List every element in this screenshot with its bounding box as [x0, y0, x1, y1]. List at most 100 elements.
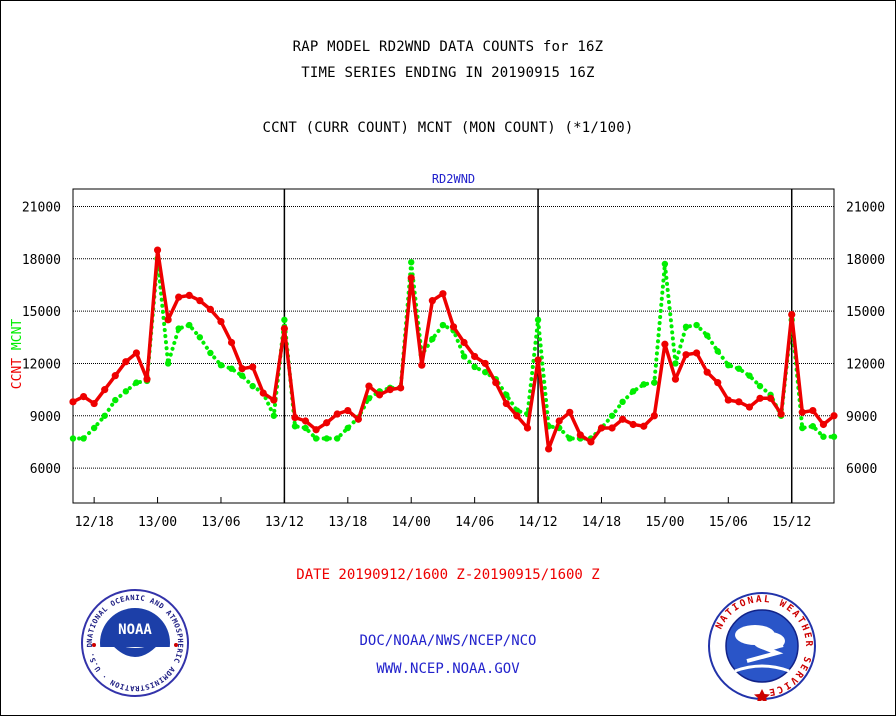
- y-tick-label-left: 6000: [30, 462, 61, 477]
- y-tick-label-right: 9000: [846, 410, 877, 425]
- data-point-ccnt: [375, 391, 384, 399]
- chart-title-line-1: RAP MODEL RD2WND DATA COUNTS for 16Z: [292, 39, 604, 55]
- data-point-mcnt: [714, 348, 721, 355]
- plot-frame: [72, 188, 835, 504]
- data-point-ccnt: [69, 398, 77, 406]
- data-point-mcnt: [344, 424, 352, 432]
- data-point-mcnt: [133, 379, 140, 386]
- x-tick-label: 14/06: [455, 515, 494, 530]
- data-point-ccnt: [724, 396, 732, 404]
- data-point-mcnt: [122, 388, 130, 395]
- data-point-ccnt: [227, 338, 236, 347]
- x-tick-label: 13/12: [265, 515, 304, 530]
- data-point-ccnt: [238, 365, 246, 373]
- data-point-mcnt: [408, 259, 415, 266]
- data-point-ccnt: [766, 394, 775, 402]
- data-point-ccnt: [259, 389, 267, 397]
- data-point-ccnt: [90, 399, 98, 408]
- data-point-ccnt: [492, 379, 500, 387]
- data-point-ccnt: [270, 396, 278, 404]
- data-point-mcnt: [69, 435, 77, 442]
- data-point-mcnt: [228, 365, 235, 372]
- data-point-mcnt: [207, 349, 214, 357]
- data-point-ccnt: [735, 398, 743, 406]
- data-point-mcnt: [682, 323, 690, 331]
- data-point-mcnt: [101, 412, 108, 419]
- y-tick-label-right: 18000: [846, 253, 885, 268]
- data-point-ccnt: [280, 324, 288, 333]
- data-point-mcnt: [640, 381, 647, 388]
- data-point-ccnt: [79, 392, 88, 401]
- data-point-ccnt: [587, 438, 595, 446]
- data-point-ccnt: [397, 384, 405, 392]
- y-tick-label-right: 12000: [846, 357, 885, 372]
- data-point-ccnt: [798, 408, 806, 416]
- data-point-mcnt: [439, 321, 447, 329]
- data-point-ccnt: [608, 424, 616, 432]
- data-point-mcnt: [756, 382, 764, 390]
- data-point-ccnt: [386, 386, 394, 394]
- data-point-mcnt: [238, 372, 246, 379]
- data-point-ccnt: [312, 426, 320, 434]
- data-point-mcnt: [460, 353, 468, 360]
- data-point-mcnt: [482, 368, 489, 376]
- x-tick-label: 14/00: [392, 515, 431, 530]
- y-axis-label: CCNT MCNT: [10, 319, 25, 390]
- data-point-mcnt: [703, 332, 711, 339]
- data-point-ccnt: [555, 417, 563, 425]
- data-point-mcnt: [629, 388, 637, 395]
- data-point-mcnt: [651, 379, 658, 386]
- data-point-mcnt: [90, 424, 98, 432]
- data-point-ccnt: [777, 410, 785, 418]
- data-point-ccnt: [513, 412, 521, 420]
- data-point-ccnt: [217, 317, 225, 326]
- y-tick-label-right: 6000: [846, 462, 877, 477]
- data-point-ccnt: [502, 399, 510, 408]
- data-point-ccnt: [661, 340, 669, 348]
- data-point-ccnt: [449, 323, 458, 331]
- noaa-wordmark: NOAA: [118, 622, 152, 638]
- data-point-ccnt: [323, 419, 331, 427]
- data-point-ccnt: [619, 415, 627, 423]
- credit-org-line: DOC/NOAA/NWS/NCEP/NCO: [359, 633, 537, 649]
- nws-logo: NATIONAL WEATHER SERVICE: [708, 592, 816, 701]
- data-point-ccnt: [714, 379, 722, 387]
- data-point-ccnt: [175, 293, 183, 301]
- data-point-mcnt: [291, 423, 299, 430]
- data-point-ccnt: [153, 246, 162, 254]
- data-point-ccnt: [481, 359, 489, 368]
- data-point-ccnt: [629, 420, 637, 429]
- data-point-ccnt: [249, 363, 257, 371]
- data-point-ccnt: [196, 297, 204, 305]
- data-point-ccnt: [703, 368, 711, 376]
- data-point-ccnt: [111, 372, 119, 380]
- series-line-mcnt: [71, 256, 836, 441]
- data-point-ccnt: [576, 431, 584, 439]
- data-point-mcnt: [725, 361, 732, 369]
- data-point-mcnt: [80, 435, 87, 442]
- data-point-mcnt: [323, 435, 330, 442]
- data-point-mcnt: [217, 361, 225, 369]
- data-point-ccnt: [354, 415, 362, 423]
- data-point-mcnt: [249, 382, 256, 390]
- data-point-ccnt: [301, 417, 310, 425]
- y-axis-label-part: MCNT: [10, 319, 25, 358]
- data-point-ccnt: [101, 386, 109, 394]
- data-point-mcnt: [661, 260, 669, 268]
- data-point-mcnt: [270, 412, 278, 419]
- data-point-ccnt: [344, 406, 352, 415]
- plot-title: RD2WND: [432, 172, 475, 186]
- x-tick-label: 12/18: [75, 515, 114, 530]
- data-point-mcnt: [281, 316, 288, 324]
- data-point-ccnt: [185, 291, 193, 300]
- data-point-ccnt: [545, 445, 553, 453]
- date-range-label: DATE 20190912/1600 Z-20190915/1600 Z: [296, 567, 600, 583]
- x-tick-label: 15/00: [645, 515, 684, 530]
- data-point-mcnt: [672, 360, 679, 367]
- data-point-mcnt: [112, 396, 119, 404]
- data-point-ccnt: [745, 403, 754, 411]
- data-point-mcnt: [693, 321, 700, 329]
- data-point-ccnt: [597, 424, 606, 432]
